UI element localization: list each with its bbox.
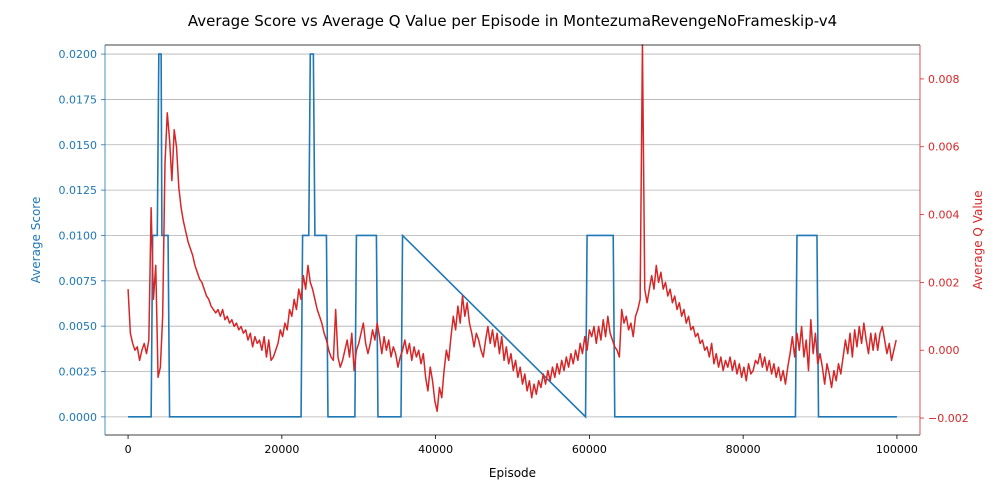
y-left-tick-label: 0.0000 bbox=[59, 411, 98, 424]
y-left-axis-label: Average Score bbox=[29, 197, 43, 284]
y-left-tick-label: 0.0050 bbox=[59, 320, 98, 333]
x-tick-label: 80000 bbox=[726, 443, 761, 456]
y-left-tick-label: 0.0075 bbox=[59, 275, 98, 288]
y-right-tick-label: −0.002 bbox=[928, 412, 969, 425]
chart-title: Average Score vs Average Q Value per Epi… bbox=[188, 12, 837, 30]
y-left-tick-label: 0.0100 bbox=[59, 229, 98, 242]
y-right-tick-label: 0.006 bbox=[928, 141, 960, 154]
y-left-tick-label: 0.0200 bbox=[59, 48, 98, 61]
x-tick-label: 0 bbox=[125, 443, 132, 456]
y-right-axis-label: Average Q Value bbox=[971, 190, 985, 289]
x-tick-label: 100000 bbox=[876, 443, 918, 456]
x-axis-label: Episode bbox=[489, 466, 536, 480]
x-tick-label: 60000 bbox=[572, 443, 607, 456]
y-right-tick-label: 0.008 bbox=[928, 73, 960, 86]
chart-container: 0 20000 40000 60000 80000 100000 0.0000 0.0025 0… bbox=[0, 0, 1000, 500]
y-right-tick-label: 0.002 bbox=[928, 276, 960, 289]
y-left-tick-label: 0.0025 bbox=[59, 366, 98, 379]
chart-svg: 0 20000 40000 60000 80000 100000 0.0000 0.0025 0… bbox=[0, 0, 1000, 500]
x-tick-label: 40000 bbox=[418, 443, 453, 456]
x-tick-label: 20000 bbox=[264, 443, 299, 456]
y-right-tick-label: 0.000 bbox=[928, 344, 960, 357]
y-left-tick-label: 0.0175 bbox=[59, 93, 98, 106]
y-left-tick-label: 0.0125 bbox=[59, 184, 98, 197]
y-right-tick-label: 0.004 bbox=[928, 209, 960, 222]
y-left-tick-label: 0.0150 bbox=[59, 139, 98, 152]
